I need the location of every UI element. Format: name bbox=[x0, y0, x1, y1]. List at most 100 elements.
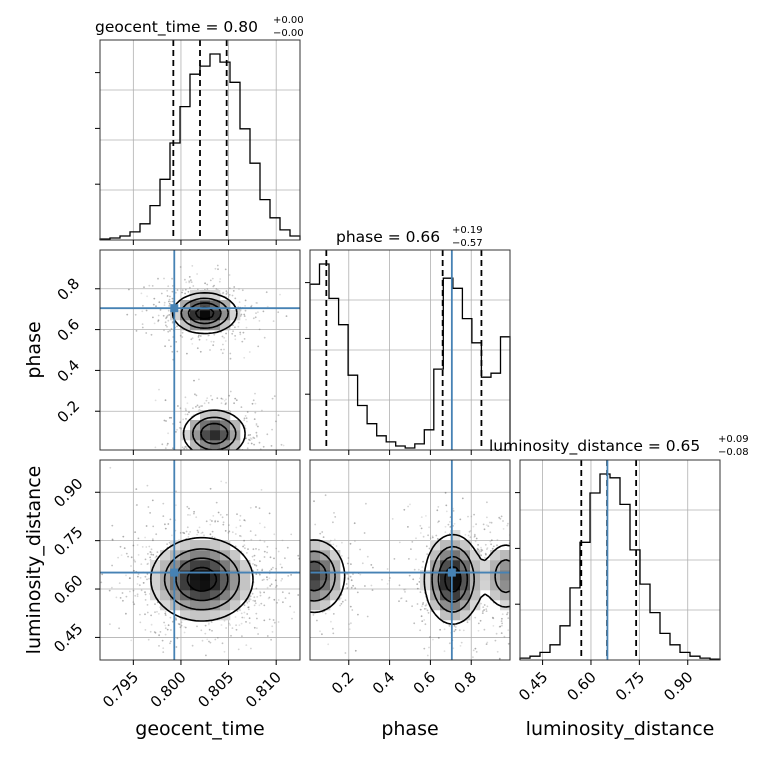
scatter-point bbox=[274, 586, 277, 589]
scatter-point bbox=[243, 539, 246, 542]
scatter-point bbox=[152, 303, 155, 306]
density-cell bbox=[150, 560, 161, 571]
scatter-point bbox=[141, 546, 144, 548]
scatter-point bbox=[195, 516, 198, 519]
scatter-point bbox=[480, 550, 483, 553]
scatter-point bbox=[277, 599, 280, 601]
scatter-point bbox=[136, 504, 138, 506]
scatter-point bbox=[269, 570, 271, 572]
scatter-point bbox=[243, 338, 246, 340]
density-cell bbox=[460, 560, 471, 571]
scatter-point bbox=[527, 624, 529, 626]
density-cell bbox=[200, 310, 211, 321]
scatter-point bbox=[275, 420, 277, 423]
density-cell bbox=[210, 430, 221, 441]
density-cell bbox=[230, 590, 241, 601]
scatter-point bbox=[225, 293, 228, 295]
scatter-point bbox=[421, 620, 424, 622]
scatter-point bbox=[119, 597, 122, 599]
scatter-point bbox=[235, 526, 238, 529]
scatter-point bbox=[180, 621, 183, 624]
scatter-point bbox=[279, 610, 281, 612]
scatter-point bbox=[185, 472, 187, 474]
panel-frame-phase-vs-luminosity-distance bbox=[309, 459, 511, 661]
scatter-point bbox=[176, 637, 179, 640]
density-cell bbox=[180, 310, 191, 321]
scatter-point bbox=[179, 407, 182, 410]
density-cell bbox=[160, 600, 171, 611]
scatter-point bbox=[273, 621, 276, 624]
scatter-point bbox=[458, 629, 461, 632]
scatter-point bbox=[205, 399, 208, 402]
scatter-point bbox=[476, 548, 479, 550]
scatter-point bbox=[295, 618, 297, 620]
scatter-point bbox=[19, 589, 21, 591]
scatter-point bbox=[200, 532, 203, 535]
density-cell bbox=[220, 610, 231, 621]
x-axis-label-phase: phase bbox=[381, 718, 438, 740]
scatter-point bbox=[255, 302, 258, 304]
density-cell bbox=[450, 550, 461, 561]
title-phase-lower-error: −0.57 bbox=[452, 238, 483, 249]
density-cell bbox=[450, 600, 461, 611]
scatter-point bbox=[527, 590, 529, 592]
scatter-point bbox=[239, 514, 242, 517]
scatter-point bbox=[248, 606, 250, 608]
scatter-point bbox=[188, 411, 190, 414]
scatter-point bbox=[157, 277, 159, 280]
scatter-point bbox=[350, 579, 353, 582]
scatter-point bbox=[498, 657, 501, 660]
scatter-point bbox=[140, 292, 143, 295]
scatter-point bbox=[115, 596, 118, 599]
density-cell bbox=[310, 580, 321, 591]
scatter-point bbox=[501, 624, 503, 627]
scatter-point bbox=[231, 531, 234, 534]
scatter-point bbox=[208, 640, 210, 643]
scatter-point bbox=[232, 330, 235, 333]
scatter-point bbox=[301, 626, 303, 628]
scatter-point bbox=[229, 390, 232, 393]
scatter-point bbox=[150, 623, 153, 626]
scatter-point bbox=[277, 550, 280, 553]
scatter-point bbox=[483, 556, 486, 559]
scatter-point bbox=[166, 325, 168, 328]
scatter-point bbox=[166, 295, 169, 297]
scatter-point bbox=[371, 589, 374, 591]
scatter-point bbox=[284, 557, 286, 560]
scatter-point bbox=[179, 626, 182, 629]
scatter-point bbox=[206, 283, 209, 286]
scatter-point bbox=[111, 539, 114, 541]
density-cell bbox=[440, 540, 451, 551]
scatter-point bbox=[248, 617, 251, 620]
scatter-point bbox=[258, 328, 261, 331]
scatter-point bbox=[142, 582, 145, 584]
scatter-point bbox=[225, 481, 228, 484]
scatter-point bbox=[179, 532, 182, 534]
scatter-point bbox=[274, 579, 277, 582]
scatter-point bbox=[285, 603, 287, 605]
scatter-point bbox=[277, 311, 280, 314]
scatter-point bbox=[204, 632, 207, 635]
truth-marker-geocent-time-vs-phase bbox=[170, 304, 179, 313]
scatter-point bbox=[273, 598, 276, 601]
scatter-point bbox=[453, 624, 456, 627]
scatter-point bbox=[207, 456, 209, 458]
scatter-point bbox=[209, 456, 211, 458]
scatter-point bbox=[146, 563, 149, 565]
scatter-point bbox=[400, 597, 402, 600]
density-cell bbox=[440, 610, 451, 621]
scatter-point bbox=[238, 288, 240, 291]
scatter-point bbox=[260, 489, 263, 491]
scatter-point bbox=[273, 533, 276, 536]
scatter-point bbox=[327, 643, 330, 646]
scatter-point bbox=[245, 437, 247, 440]
scatter-point bbox=[236, 610, 239, 612]
scatter-point bbox=[419, 608, 422, 611]
scatter-point bbox=[537, 565, 539, 567]
scatter-point bbox=[240, 535, 243, 538]
scatter-point bbox=[134, 313, 137, 316]
scatter-point bbox=[502, 520, 504, 522]
scatter-point bbox=[196, 529, 199, 532]
scatter-point bbox=[228, 524, 230, 526]
scatter-point bbox=[221, 292, 224, 295]
